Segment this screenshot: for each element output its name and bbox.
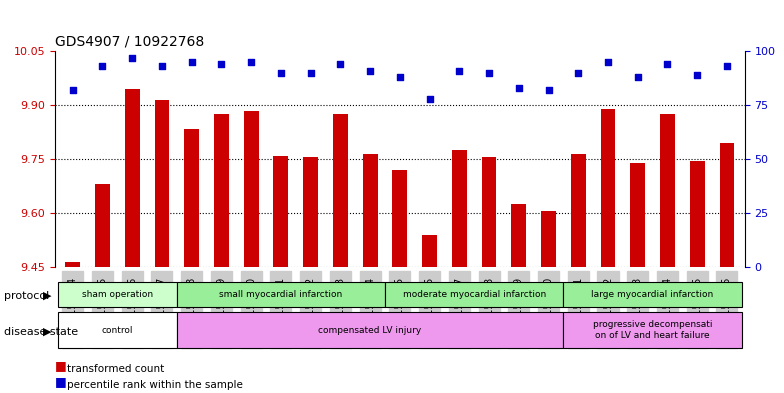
Point [691,72,703,78]
Bar [511,204,526,267]
Text: large myocardial infarction: large myocardial infarction [591,290,713,299]
Text: ■: ■ [55,375,67,388]
Point [245,59,257,65]
Bar [95,184,110,267]
Point [631,74,644,80]
Text: progressive decompensati
on of LV and heart failure: progressive decompensati on of LV and he… [593,320,713,340]
Bar [184,129,199,267]
Point [661,61,673,67]
Bar [244,110,259,267]
Text: control: control [102,326,133,334]
Bar [333,114,348,267]
Text: moderate myocardial infarction: moderate myocardial infarction [402,290,546,299]
Text: protocol: protocol [4,290,49,301]
Text: disease state: disease state [4,327,78,337]
FancyBboxPatch shape [385,282,564,307]
Bar [363,154,378,267]
Bar [214,114,229,267]
Point [185,59,198,65]
Bar [541,211,556,267]
Bar [274,156,289,267]
Bar [601,109,615,267]
Text: sham operation: sham operation [82,290,153,299]
Bar [422,235,437,267]
Text: compensated LV injury: compensated LV injury [318,326,422,334]
Text: ▶: ▶ [43,290,52,301]
FancyBboxPatch shape [177,282,385,307]
Text: transformed count: transformed count [67,364,164,375]
Text: ■: ■ [55,360,67,373]
Point [513,84,525,91]
Point [156,63,169,69]
Point [543,87,555,93]
Bar [660,114,675,267]
Bar [154,100,169,267]
Point [720,63,733,69]
Text: GDS4907 / 10922768: GDS4907 / 10922768 [55,35,204,48]
Point [483,70,495,76]
Point [67,87,79,93]
Point [364,67,376,73]
Point [394,74,406,80]
Bar [452,150,466,267]
Bar [125,89,140,267]
Bar [690,161,705,267]
Text: percentile rank within the sample: percentile rank within the sample [67,380,242,390]
Point [126,54,139,61]
FancyBboxPatch shape [58,282,177,307]
Point [96,63,109,69]
Bar [571,154,586,267]
Point [274,70,287,76]
Text: small myocardial infarction: small myocardial infarction [220,290,343,299]
Point [572,70,585,76]
Point [334,61,347,67]
Bar [481,157,496,267]
FancyBboxPatch shape [58,312,177,348]
Bar [630,163,645,267]
Point [215,61,227,67]
Point [304,70,317,76]
Bar [393,170,407,267]
Bar [303,157,318,267]
Text: ▶: ▶ [43,327,52,337]
Bar [720,143,735,267]
FancyBboxPatch shape [564,312,742,348]
Point [453,67,466,73]
FancyBboxPatch shape [177,312,564,348]
Bar [65,262,80,267]
FancyBboxPatch shape [564,282,742,307]
Point [423,95,436,102]
Point [602,59,615,65]
